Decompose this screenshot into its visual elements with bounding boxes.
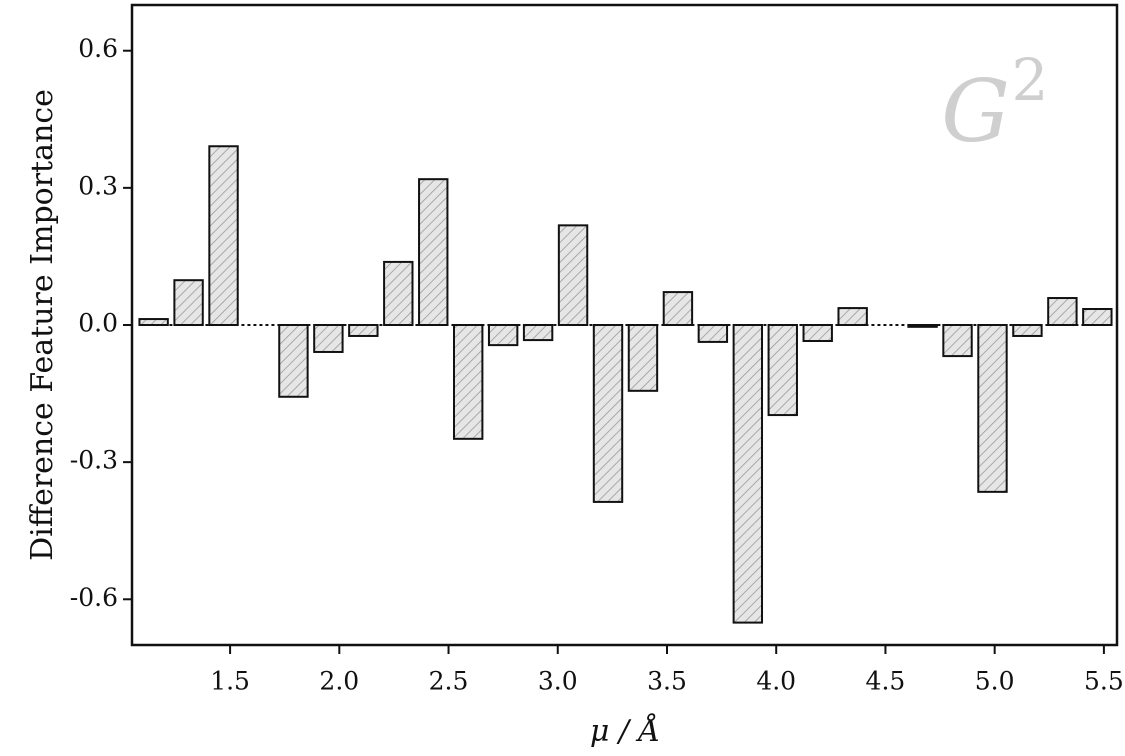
y-tick-label: -0.3 [70, 446, 118, 475]
bar [1082, 308, 1113, 326]
bar [418, 178, 449, 326]
bar [732, 324, 764, 624]
bar [1012, 324, 1043, 337]
y-tick-label: -0.6 [70, 583, 118, 612]
x-axis-label: μ / Å [590, 713, 660, 749]
x-tick-label: 5.5 [1084, 667, 1124, 696]
annotation-base: G [941, 62, 1010, 162]
y-tick-label: 0.6 [78, 34, 118, 63]
bar [592, 324, 624, 503]
bar [802, 324, 833, 342]
annotation-superscript: 2 [1012, 46, 1049, 114]
bar [557, 224, 589, 326]
bar [627, 324, 659, 392]
bar [173, 279, 204, 327]
x-tick-label: 3.5 [647, 667, 687, 696]
x-tick-label: 1.5 [210, 667, 250, 696]
bar [697, 324, 729, 343]
annotation: G [941, 62, 1010, 162]
x-tick-label: 2.5 [429, 667, 469, 696]
bar [208, 145, 239, 326]
bar [977, 324, 1008, 493]
y-axis-label: Difference Feature Importance [25, 89, 60, 561]
plot-frame [130, 3, 1119, 647]
x-tick-label: 3.0 [538, 667, 578, 696]
bar [522, 324, 554, 342]
bar [313, 324, 344, 353]
bar [278, 324, 309, 398]
x-tick-label: 5.0 [975, 667, 1015, 696]
x-tick-label: 2.0 [319, 667, 359, 696]
bar [837, 307, 868, 327]
bar [1047, 297, 1078, 326]
y-tick-label: 0.3 [78, 171, 118, 200]
bar [662, 291, 694, 327]
x-tick-label: 4.0 [756, 667, 796, 696]
bar [452, 324, 484, 440]
bar [383, 260, 414, 326]
x-tick-label: 4.5 [866, 667, 906, 696]
y-tick-label: 0.0 [78, 309, 118, 338]
bar [942, 324, 973, 358]
bar [348, 324, 379, 337]
bar [767, 324, 798, 417]
bar [487, 324, 519, 347]
